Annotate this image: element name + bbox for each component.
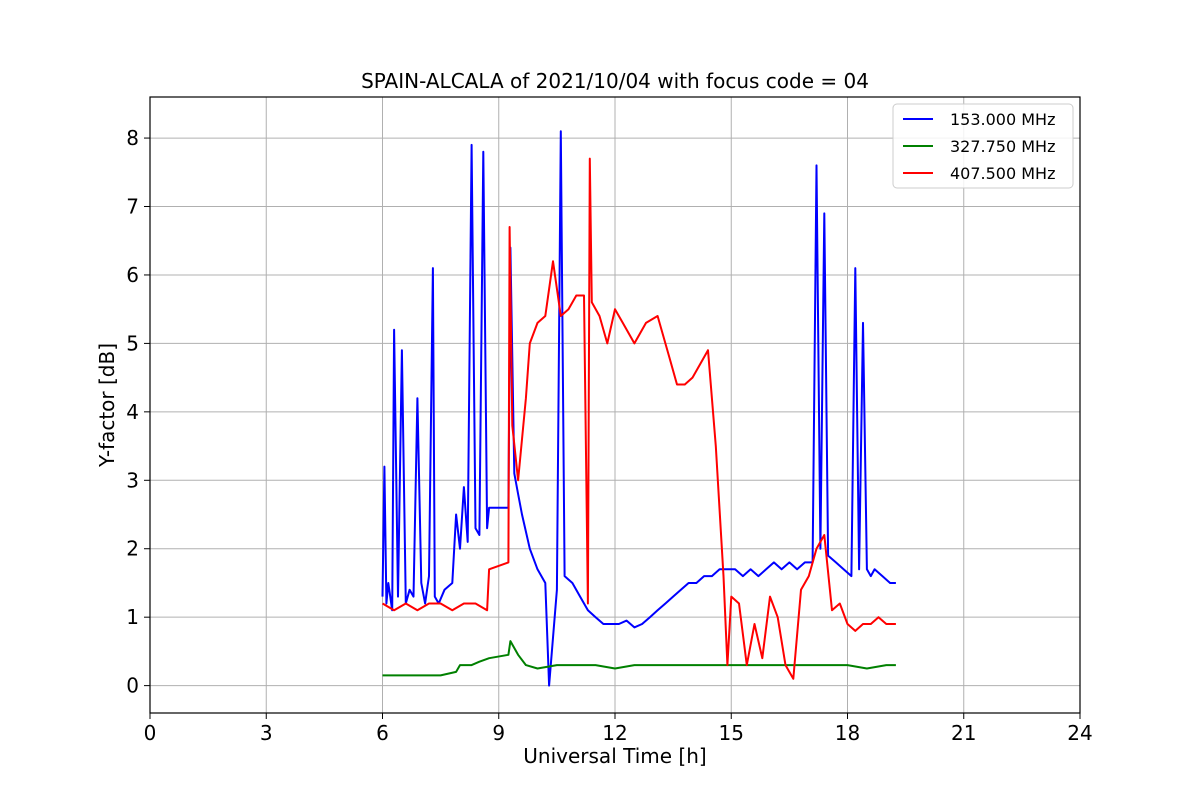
x-tick-label: 9 [492,721,505,745]
chart-title: SPAIN-ALCALA of 2021/10/04 with focus co… [361,69,869,93]
x-tick-label: 12 [602,721,627,745]
x-axis-label: Universal Time [h] [523,744,706,768]
x-tick-label: 24 [1067,721,1092,745]
series-line-3 [381,157,896,680]
x-tick-label: 0 [144,721,157,745]
y-tick-label: 4 [126,400,139,424]
y-axis-label: Y-factor [dB] [95,343,119,468]
series-line-2 [382,640,896,677]
series-line-1 [381,130,896,687]
y-tick-label: 7 [126,195,139,219]
y-tick-label: 8 [126,126,139,150]
y-tick-label: 0 [126,674,139,698]
y-tick-label: 1 [126,605,139,629]
y-tick-label: 6 [126,263,139,287]
plot-series [381,130,896,687]
x-tick-label: 18 [835,721,860,745]
x-tick-label: 15 [719,721,744,745]
x-tick-label: 3 [260,721,273,745]
legend-label-2: 327.750 MHz [950,137,1055,156]
legend-frame [892,103,1074,189]
legend-label-1: 153.000 MHz [950,110,1055,129]
x-tick-label: 6 [376,721,389,745]
legend-label-3: 407.500 MHz [950,164,1055,183]
legend: 153.000 MHz 327.750 MHz 407.500 MHz [892,103,1074,189]
y-tick-label: 3 [126,468,139,492]
y-tick-label: 2 [126,537,139,561]
y-tick-label: 5 [126,331,139,355]
x-tick-label: 21 [951,721,976,745]
